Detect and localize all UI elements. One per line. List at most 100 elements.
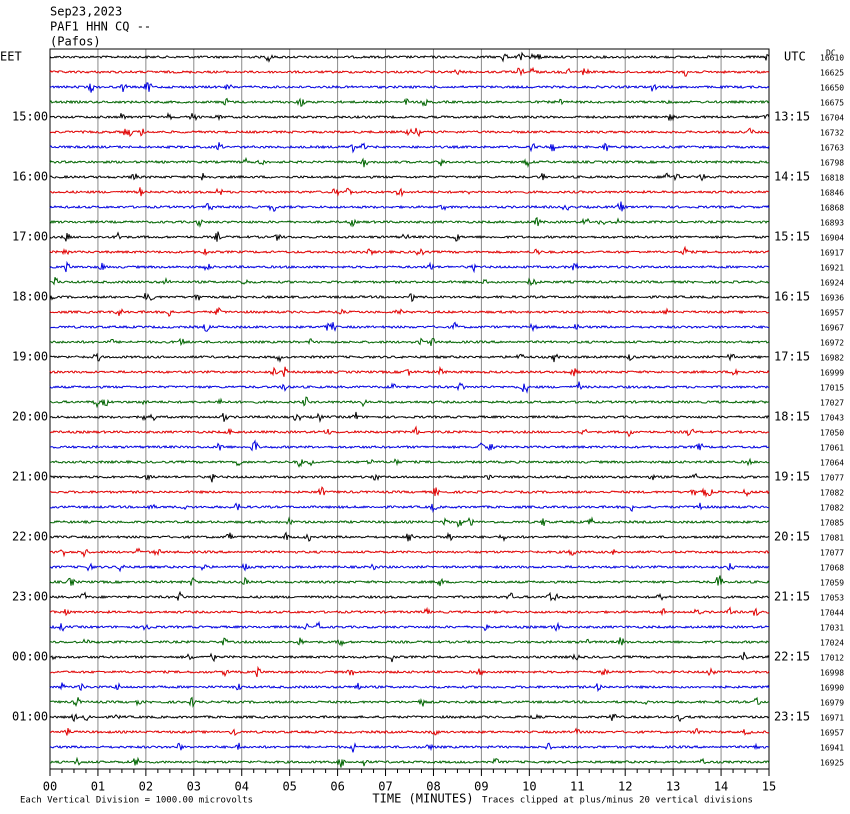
trace	[49, 82, 770, 93]
x-tick-label: 05	[282, 780, 296, 794]
trace	[49, 637, 770, 647]
trace	[49, 337, 770, 347]
utc-label: 17:15	[774, 350, 810, 364]
trace	[49, 696, 770, 708]
eet-label: 18:00	[12, 290, 48, 304]
dc-value: 16675	[820, 99, 844, 108]
trace	[49, 547, 770, 559]
trace	[49, 516, 770, 528]
place: (Pafos)	[50, 35, 101, 49]
trace	[49, 742, 770, 753]
x-tick-label: 15	[762, 780, 776, 794]
x-tick-label: 01	[91, 780, 105, 794]
trace	[50, 457, 770, 468]
trace	[49, 727, 770, 737]
utc-label: 21:15	[774, 590, 810, 604]
dc-value: 16979	[820, 699, 844, 708]
trace	[49, 306, 770, 317]
trace	[49, 396, 770, 409]
trace	[49, 260, 770, 274]
dc-value: 16957	[820, 309, 844, 318]
trace	[49, 665, 770, 678]
dc-value: 17077	[820, 474, 844, 483]
trace	[49, 111, 770, 122]
dc-value: 16972	[820, 339, 844, 348]
dc-value: 17059	[820, 579, 844, 588]
trace	[49, 245, 770, 257]
dc-value: 16990	[820, 684, 844, 693]
eet-label: 22:00	[12, 530, 48, 544]
eet-label: 19:00	[12, 350, 48, 364]
trace	[49, 590, 770, 602]
eet-label: 00:00	[12, 650, 48, 664]
x-tick-label: 09	[474, 780, 488, 794]
dc-value: 16904	[820, 234, 844, 243]
trace	[49, 606, 770, 617]
dc-value: 17015	[820, 384, 844, 393]
eet-label: 21:00	[12, 470, 48, 484]
dc-value: 16798	[820, 159, 844, 168]
trace	[49, 142, 770, 154]
dc-value: 17081	[820, 534, 844, 543]
dc-value: 16925	[820, 759, 844, 768]
utc-title: UTC	[784, 50, 806, 64]
x-tick-label: 02	[139, 780, 153, 794]
utc-label: 19:15	[774, 470, 810, 484]
trace	[49, 713, 770, 723]
dc-value: 16610	[820, 54, 844, 63]
utc-label: 14:15	[774, 170, 810, 184]
trace	[49, 321, 770, 333]
x-tick-label: 12	[618, 780, 632, 794]
trace	[49, 651, 770, 663]
trace	[49, 381, 769, 394]
dc-value: 16999	[820, 369, 844, 378]
dc-value: 17031	[820, 624, 844, 633]
trace	[49, 352, 770, 363]
dc-value: 17061	[820, 444, 844, 453]
eet-label: 15:00	[12, 110, 48, 124]
utc-label: 13:15	[774, 110, 810, 124]
dc-value: 17050	[820, 429, 844, 438]
dc-value: 17053	[820, 594, 844, 603]
dc-value: 17044	[820, 609, 844, 618]
dc-value: 17027	[820, 399, 844, 408]
trace	[49, 756, 770, 768]
trace	[49, 293, 770, 303]
date: Sep23,2023	[50, 5, 122, 19]
trace	[49, 486, 770, 498]
dc-value: 16846	[820, 189, 844, 198]
scale-note: Each Vertical Division = 1000.00 microvo…	[20, 796, 253, 806]
trace	[49, 562, 770, 573]
x-tick-label: 04	[235, 780, 249, 794]
trace	[49, 187, 770, 198]
x-tick-label: 06	[330, 780, 344, 794]
eet-label: 17:00	[12, 230, 48, 244]
eet-title: EET	[0, 50, 22, 64]
dc-value: 17085	[820, 519, 844, 528]
dc-value: 16917	[820, 249, 844, 258]
trace	[49, 231, 770, 242]
trace	[49, 172, 770, 182]
trace	[49, 531, 770, 543]
trace	[49, 473, 770, 483]
dc-value: 17068	[820, 564, 844, 573]
x-tick-label: 07	[378, 780, 392, 794]
dc-value: 17082	[820, 489, 844, 498]
dc-value: 16998	[820, 669, 844, 678]
dc-value: 17012	[820, 654, 844, 663]
dc-value: 17082	[820, 504, 844, 513]
trace	[49, 575, 770, 587]
dc-value: 17064	[820, 459, 844, 468]
x-tick-label: 13	[666, 780, 680, 794]
trace	[49, 216, 770, 228]
clip-note: Traces clipped at plus/minus 20 vertical…	[482, 796, 753, 806]
dc-value: 16763	[820, 144, 844, 153]
dc-value: 16967	[820, 324, 844, 333]
dc-value: 17024	[820, 639, 844, 648]
trace	[49, 51, 770, 63]
trace	[49, 620, 770, 632]
trace	[49, 201, 770, 212]
trace	[49, 411, 770, 424]
trace	[49, 439, 770, 452]
